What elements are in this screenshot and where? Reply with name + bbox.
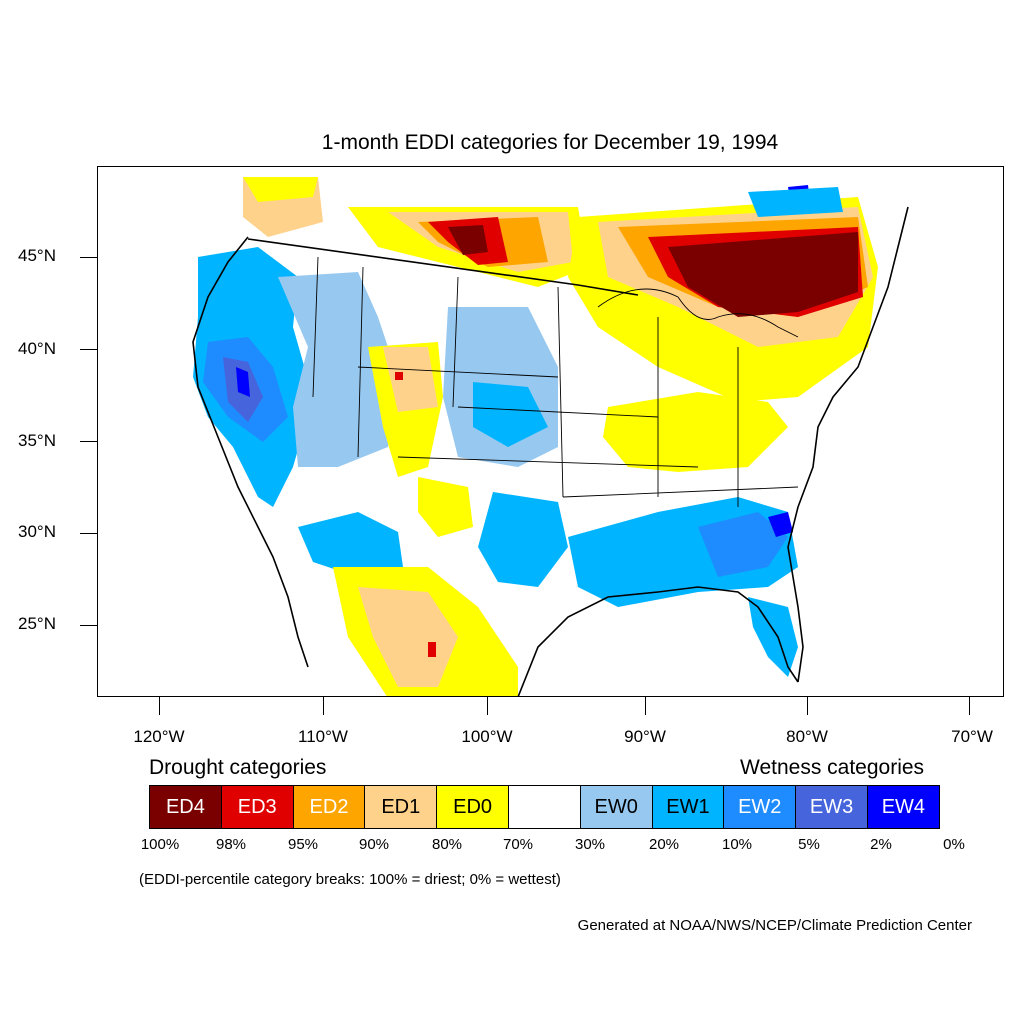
legend-cell-label: ED3 (237, 795, 277, 818)
legend-cell-ew4: EW4 (866, 785, 940, 829)
legend-cell-ew0: EW0 (579, 785, 653, 829)
region-ed1-colorado (383, 347, 438, 412)
legend-cell-label: ED1 (381, 795, 421, 818)
legend-break: 2% (870, 836, 892, 853)
region-ed1-mexico (358, 587, 458, 687)
great-lakes-outline (597, 288, 799, 338)
region-ew0-interior-west (278, 272, 398, 467)
legend-cell-label: EW4 (881, 795, 926, 818)
lon-tick (487, 697, 488, 715)
coastline-west (192, 236, 309, 668)
lon-tick (159, 697, 160, 715)
lat-label-45n: 45°N (18, 246, 56, 265)
state-lines (312, 256, 799, 507)
lon-tick (969, 697, 970, 715)
region-ed3-mexico (428, 642, 436, 657)
legend-cell-label: EW0 (594, 795, 638, 818)
legend-cell-label: EW2 (738, 795, 782, 818)
region-ed4-great-lakes (668, 232, 858, 317)
lon-tick (807, 697, 808, 715)
legend-cell-ew3: EW3 (795, 785, 868, 829)
wetness-categories-heading: Wetness categories (740, 756, 925, 779)
legend-colorbar: ED4 ED3 ED2 ED1 ED0 EW0 EW1 EW2 EW3 EW4 (149, 785, 940, 829)
region-ew1-texas (478, 492, 568, 587)
legend-break: 0% (943, 836, 965, 853)
legend-cell-ed3: ED3 (220, 785, 294, 829)
border-canada (247, 238, 639, 296)
coastline-gulf (517, 586, 799, 696)
lat-tick (80, 533, 97, 534)
lon-label-80w: 80°W (786, 727, 828, 746)
lon-label-110w: 110°W (298, 727, 348, 746)
legend-cell-ed2: ED2 (292, 785, 366, 829)
region-ew1-kansas (473, 382, 548, 447)
lon-label-120w: 120°W (133, 727, 185, 746)
lon-label-100w: 100°W (461, 727, 513, 746)
legend-break: 10% (721, 836, 753, 853)
legend-cell-label: ED4 (165, 795, 205, 818)
region-ew4-carolina (768, 512, 793, 537)
lat-tick (80, 257, 97, 258)
lat-label-40n: 40°N (18, 339, 56, 358)
legend-break: 30% (574, 836, 606, 853)
legend-break: 95% (287, 836, 319, 853)
map-panel (97, 166, 1004, 697)
coastline-east (787, 206, 909, 683)
region-ew1-arizona (298, 512, 403, 577)
legend-cell-ed0: ED0 (436, 785, 509, 829)
region-ed0-ohio-valley (603, 392, 788, 472)
lat-label-25n: 25°N (18, 614, 56, 633)
legend-break: 70% (502, 836, 534, 853)
lon-label-70w: 70°W (951, 727, 993, 746)
lat-label-35n: 35°N (18, 431, 56, 450)
legend-cell-label: ED0 (453, 795, 493, 818)
lat-tick (80, 349, 97, 350)
legend-cell-neutral (507, 785, 581, 829)
map-title: 1-month EDDI categories for December 19,… (321, 131, 779, 154)
lon-tick (323, 697, 324, 715)
legend-break: 98% (215, 836, 247, 853)
legend-break: 80% (431, 836, 463, 853)
legend-break: 5% (798, 836, 820, 853)
legend-cell-label: EW3 (809, 795, 854, 818)
lat-tick (80, 625, 97, 626)
legend-cell-label: ED2 (309, 795, 349, 818)
lon-tick (645, 697, 646, 715)
legend-break: 90% (358, 836, 390, 853)
legend-note: (EDDI-percentile category breaks: 100% =… (139, 871, 561, 888)
legend-break: 100% (140, 836, 180, 853)
credit-text: Generated at NOAA/NWS/NCEP/Climate Predi… (577, 917, 972, 934)
eddi-map (192, 177, 909, 696)
lat-tick (80, 441, 97, 442)
region-ed3-colorado (395, 372, 403, 380)
region-ew1-canada (748, 187, 843, 217)
region-ed4-northern-plains (448, 225, 488, 255)
region-ed0-south-texas (418, 477, 473, 537)
region-ew4-sierra (236, 367, 250, 397)
legend-cell-label: EW1 (666, 795, 710, 818)
region-ed0-pacific-northwest (243, 177, 318, 202)
region-ew2-southeast (698, 512, 788, 577)
lat-label-30n: 30°N (18, 522, 56, 541)
lon-label-90w: 90°W (624, 727, 666, 746)
legend-cell-ed1: ED1 (364, 785, 438, 829)
legend-cell-ew2: EW2 (723, 785, 797, 829)
legend-cell-ed4: ED4 (149, 785, 222, 829)
drought-categories-heading: Drought categories (149, 756, 327, 779)
legend-cell-ew1: EW1 (651, 785, 725, 829)
region-ew1-florida (748, 597, 798, 677)
legend-break: 20% (648, 836, 680, 853)
